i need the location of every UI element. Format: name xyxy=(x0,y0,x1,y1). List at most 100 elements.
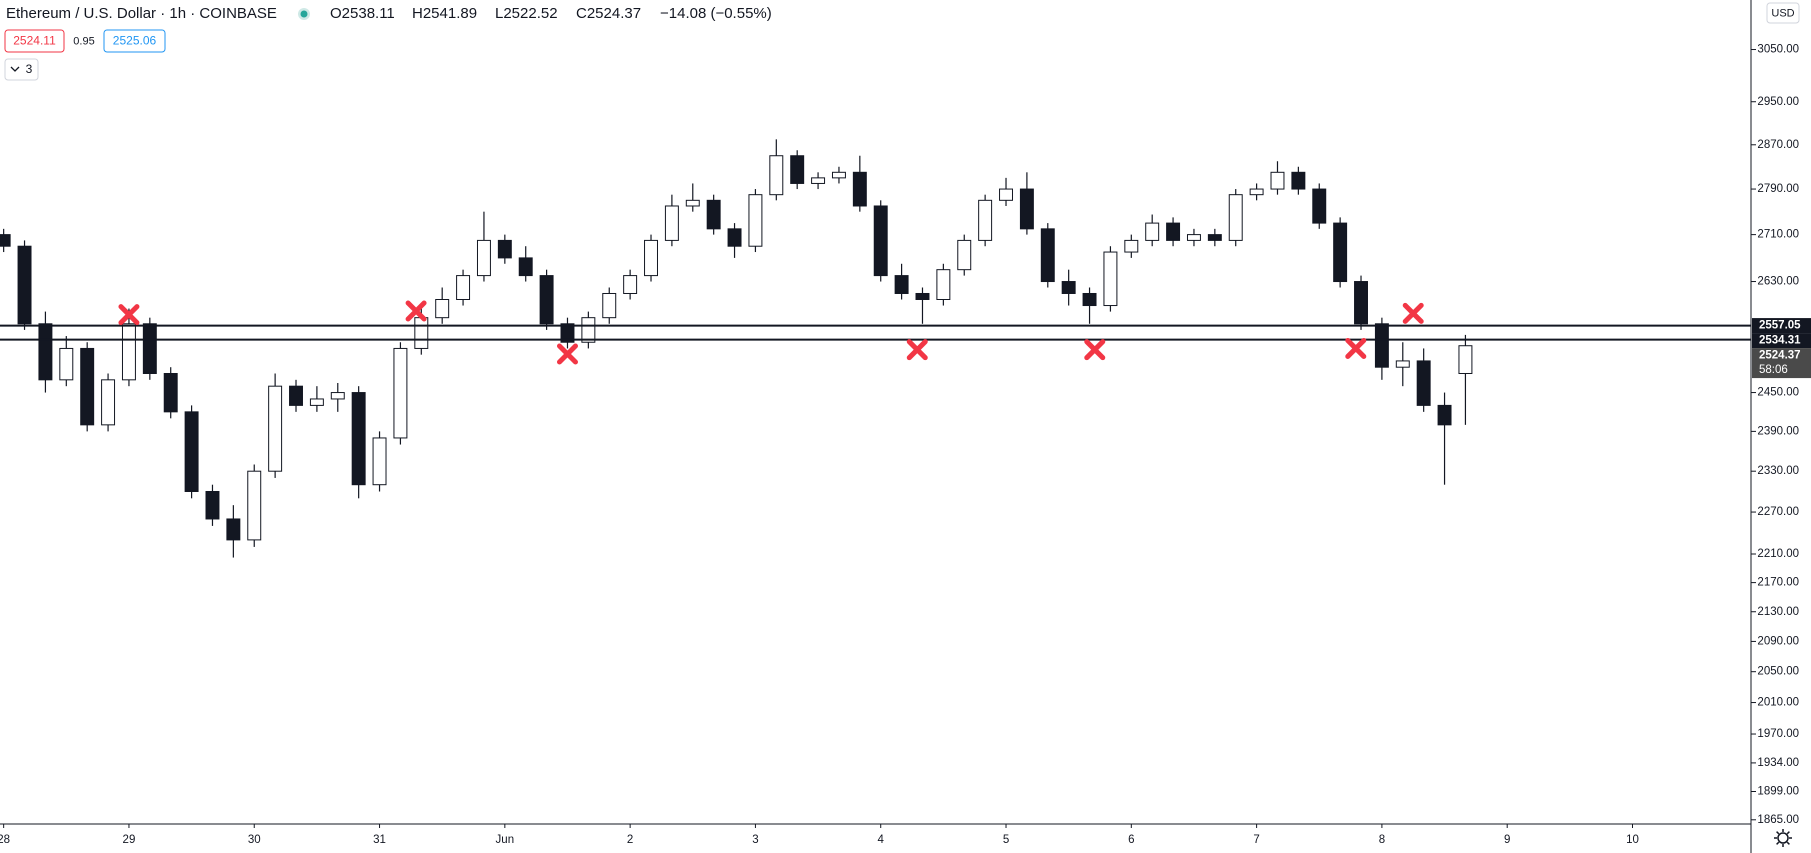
candle-body xyxy=(247,470,262,541)
candle-body xyxy=(1207,234,1222,241)
candle-body xyxy=(518,257,533,277)
candle-body xyxy=(915,292,930,301)
candle-body xyxy=(852,171,867,207)
candle-body xyxy=(581,317,596,343)
y-tick-label: 1899.00 xyxy=(1757,786,1799,798)
x-tick-label: 9 xyxy=(1504,834,1510,846)
x-marker xyxy=(118,304,140,326)
y-tick-label: 2450.00 xyxy=(1757,387,1799,399)
x-tick-label: 31 xyxy=(373,834,386,846)
x-tick-label: 30 xyxy=(248,834,261,846)
candle-body xyxy=(59,347,74,381)
candle-body xyxy=(1082,292,1097,307)
currency-box[interactable] xyxy=(1766,2,1800,24)
x-tick-label: 6 xyxy=(1128,834,1134,846)
ask-box[interactable] xyxy=(103,29,166,53)
y-tick-label: 3050.00 xyxy=(1757,44,1799,56)
settings-icon[interactable] xyxy=(1774,829,1792,847)
candle-body xyxy=(1270,171,1285,190)
candle-body xyxy=(456,275,471,301)
candle-body xyxy=(1019,188,1034,230)
y-tick-label: 2090.00 xyxy=(1757,635,1799,647)
candle-body xyxy=(831,171,846,179)
candle-body xyxy=(685,199,700,207)
ohlc-high: H2541.89 xyxy=(412,5,477,22)
x-tick-label: 7 xyxy=(1253,834,1259,846)
candle-body xyxy=(330,392,345,400)
x-tick-label: 3 xyxy=(752,834,758,846)
candle-body xyxy=(602,292,617,319)
price-tag xyxy=(1752,318,1811,334)
candle-body xyxy=(936,269,951,301)
x-tick-label: 28 xyxy=(0,834,10,846)
x-marker-stroke xyxy=(906,339,928,361)
ohlc-change: −14.08 (−0.55%) xyxy=(660,5,772,22)
candle-body xyxy=(769,155,784,196)
candle-body xyxy=(476,239,491,277)
candle-body xyxy=(1040,228,1055,283)
candle-body xyxy=(706,199,721,230)
candle-body xyxy=(205,490,220,520)
y-tick-label: 2710.00 xyxy=(1757,229,1799,241)
candle-body xyxy=(101,379,116,426)
candle-body xyxy=(372,437,387,486)
status-dot xyxy=(300,10,308,18)
candle-body xyxy=(727,228,742,247)
candle-body xyxy=(414,317,429,349)
candle-body xyxy=(664,205,679,241)
candle-body xyxy=(1249,188,1264,196)
x-tick-label: 10 xyxy=(1626,834,1639,846)
legend: Ethereum / U.S. Dollar · 1h · COINBASE O… xyxy=(4,5,772,81)
x-tick-label: 29 xyxy=(123,834,136,846)
candle-body xyxy=(0,234,11,247)
candle-body xyxy=(894,275,909,294)
candle-body xyxy=(1312,188,1327,224)
y-tick-label: 2390.00 xyxy=(1757,425,1799,437)
symbol: Ethereum / U.S. Dollar · 1h · COINBASE xyxy=(6,5,277,22)
x-marker xyxy=(405,300,427,322)
candle-body xyxy=(748,194,763,247)
candle-body xyxy=(38,323,53,381)
candle-body xyxy=(978,199,993,241)
candle-body xyxy=(1374,323,1389,368)
candle-body xyxy=(1103,251,1118,307)
x-marker xyxy=(1345,337,1367,359)
indicators-toggle[interactable] xyxy=(4,58,39,81)
candle-body xyxy=(309,398,324,406)
candle-body xyxy=(623,275,638,294)
candle-body xyxy=(142,323,157,374)
candle-body xyxy=(873,205,888,277)
candle-body xyxy=(497,239,512,259)
candle-body xyxy=(811,177,826,184)
candle-body xyxy=(1333,222,1348,283)
candle-body xyxy=(1228,194,1243,241)
candle-body xyxy=(560,323,575,343)
candle-body xyxy=(17,245,32,325)
candle-body xyxy=(268,385,283,472)
price-tag-label: 2557.05 xyxy=(1759,320,1801,332)
y-tick-label: 1934.00 xyxy=(1757,757,1799,769)
y-tick-label: 2950.00 xyxy=(1757,96,1799,108)
x-marker xyxy=(556,343,578,365)
y-tick-label: 2130.00 xyxy=(1757,606,1799,618)
candle-body xyxy=(1186,234,1201,241)
candle-body xyxy=(957,239,972,271)
x-marker-stroke xyxy=(118,304,140,326)
x-tick-label: 4 xyxy=(878,834,885,846)
y-tick-label: 2210.00 xyxy=(1757,548,1799,560)
x-marker xyxy=(1084,339,1106,361)
y-tick-label: 2170.00 xyxy=(1757,577,1799,589)
candle-body xyxy=(1145,222,1160,241)
price-tag xyxy=(1752,333,1811,349)
currency: USD xyxy=(1771,7,1794,19)
bid-box[interactable] xyxy=(4,29,65,53)
y-tick-label: 1970.00 xyxy=(1757,728,1799,740)
x-tick-label: 5 xyxy=(1003,834,1009,846)
candle-body xyxy=(80,347,95,426)
x-marker xyxy=(1402,302,1424,324)
indicators-count: 3 xyxy=(26,62,33,76)
candle-body xyxy=(1437,404,1452,426)
candle-body xyxy=(1416,360,1431,406)
ohlc-open: O2538.11 xyxy=(330,5,395,22)
